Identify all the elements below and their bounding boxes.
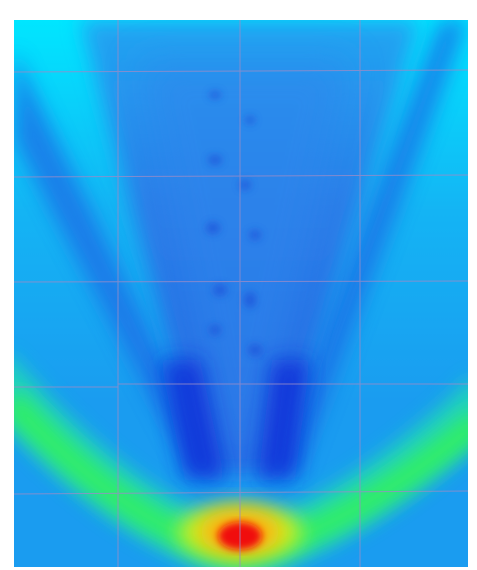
simulation-image <box>0 0 477 570</box>
page <box>0 0 477 570</box>
field <box>0 20 477 567</box>
